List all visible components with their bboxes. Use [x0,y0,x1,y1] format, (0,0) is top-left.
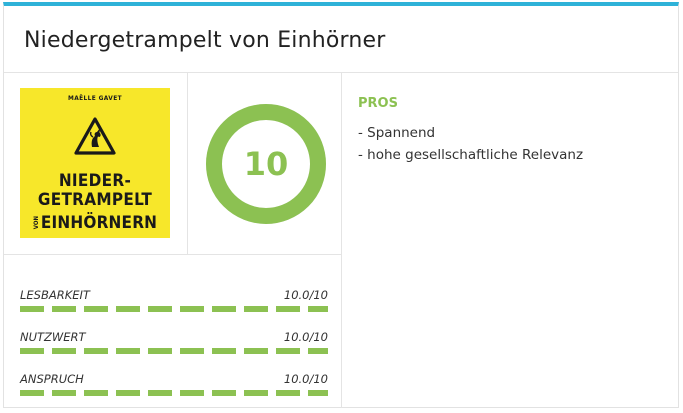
criterion-value: 10.0/10 [283,330,328,344]
cover-title-line: NIEDER- [58,171,132,191]
criterion-bar [20,390,328,396]
pros-list: - Spannend - hohe gesellschaftliche Rele… [358,122,583,166]
criterion-bar [20,306,328,312]
score-ring [206,104,326,224]
divider [341,72,342,408]
criterion-label: LESBARKEIT [20,288,90,302]
book-cover: MAËLLE GAVET NIEDER- GETRAMPELT VONEINHÖ… [20,88,170,238]
score-value: 10 [243,145,289,183]
cover-title-line: GETRAMPELT [37,190,153,210]
pros-heading: PROS [358,96,398,111]
criterion-value: 10.0/10 [283,288,328,302]
review-box: Niedergetrampelt von Einhörner MAËLLE GA… [3,2,679,408]
criterion-bar [20,348,328,354]
criterion-label: ANSPRUCH [20,372,84,386]
divider [187,72,188,254]
score-ring-fill [206,104,326,224]
cover-title-small: VON [32,215,40,230]
review-title: Niedergetrampelt von Einhörner [24,28,386,53]
pros-item: - hohe gesellschaftliche Relevanz [358,147,584,163]
criterion-label: NUTZWERT [20,330,86,344]
unicorn-warning-sign-icon [74,117,116,155]
criterion-value: 10.0/10 [283,372,328,386]
pros-item: - Spannend [358,125,436,141]
cover-title-line: VONEINHÖRNERN [20,212,170,232]
divider [4,254,341,255]
cover-title-word: EINHÖRNERN [40,212,158,233]
cover-author: MAËLLE GAVET [67,94,123,102]
